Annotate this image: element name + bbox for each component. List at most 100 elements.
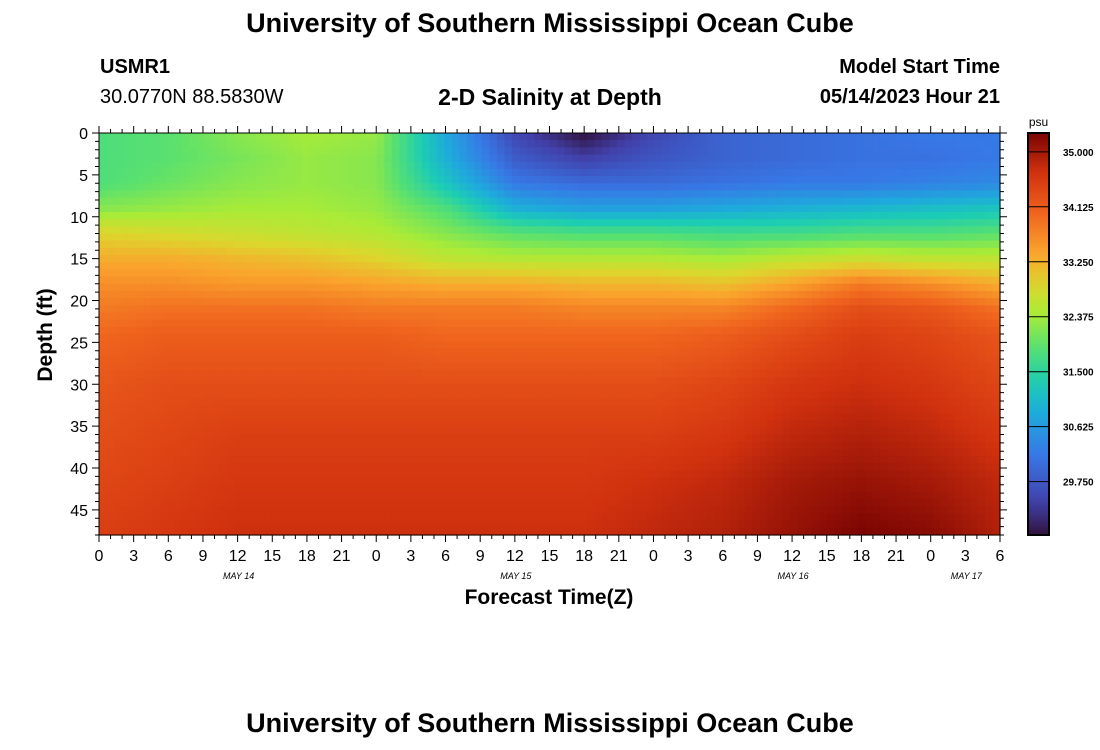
heatmap-cell	[286, 334, 295, 342]
heatmap-cell	[489, 233, 498, 242]
heatmap-cell	[684, 326, 693, 335]
heatmap-cell	[887, 283, 896, 292]
heatmap-cell	[677, 133, 686, 141]
heatmap-cell	[286, 377, 295, 385]
heatmap-cell	[669, 420, 678, 428]
heatmap-cell	[984, 219, 994, 227]
heatmap-cell	[857, 168, 866, 177]
heatmap-cell	[331, 298, 340, 306]
heatmap-cell	[549, 298, 558, 306]
heatmap-cell	[361, 398, 370, 407]
heatmap-cell	[234, 334, 243, 342]
heatmap-cell	[271, 247, 280, 256]
heatmap-cell	[924, 233, 934, 242]
heatmap-cell	[339, 290, 348, 299]
heatmap-cell	[204, 161, 213, 170]
heatmap-cell	[692, 233, 701, 242]
heatmap-cell	[812, 290, 821, 299]
heatmap-cell	[827, 197, 836, 206]
heatmap-cell	[954, 219, 964, 227]
heatmap-cell	[872, 369, 881, 378]
heatmap-cell	[496, 355, 506, 364]
heatmap-cell	[444, 204, 453, 213]
heatmap-cell	[444, 168, 453, 177]
heatmap-cell	[414, 183, 423, 192]
heatmap-cell	[947, 362, 956, 371]
heatmap-cell	[939, 262, 949, 270]
heatmap-cell	[309, 183, 318, 192]
heatmap-cell	[189, 384, 198, 393]
heatmap-cell	[692, 412, 701, 421]
heatmap-cell	[196, 233, 205, 242]
heatmap-cell	[729, 391, 738, 400]
heatmap-cell	[992, 305, 1001, 314]
heatmap-cell	[722, 233, 731, 242]
heatmap-cell	[609, 412, 618, 421]
heatmap-cell	[121, 262, 130, 270]
heatmap-cell	[767, 219, 776, 227]
heatmap-cell	[256, 247, 265, 256]
heatmap-cell	[827, 262, 836, 270]
heatmap-cell	[339, 140, 348, 148]
heatmap-cell	[219, 341, 228, 349]
heatmap-cell	[421, 405, 430, 414]
heatmap-cell	[992, 226, 1001, 235]
heatmap-cell	[669, 362, 678, 371]
heatmap-cell	[136, 204, 145, 213]
heatmap-cell	[301, 240, 310, 249]
heatmap-cell	[834, 168, 843, 177]
heatmap-cell	[917, 190, 926, 199]
heatmap-cell	[954, 262, 964, 270]
heatmap-cell	[376, 183, 385, 192]
heatmap-cell	[587, 305, 596, 314]
heatmap-cell	[414, 420, 423, 428]
heatmap-cell	[924, 211, 934, 220]
heatmap-cell	[106, 154, 115, 163]
heatmap-cell	[969, 420, 979, 428]
heatmap-cell	[744, 334, 753, 342]
heatmap-cell	[579, 290, 588, 299]
heatmap-cell	[136, 276, 145, 285]
heatmap-cell	[804, 398, 813, 407]
heatmap-cell	[992, 133, 1001, 141]
heatmap-cell	[204, 391, 213, 400]
heatmap-cell	[834, 412, 843, 421]
heatmap-cell	[114, 334, 123, 342]
heatmap-cell	[429, 283, 438, 292]
heatmap-cell	[654, 204, 663, 213]
heatmap-cell	[99, 420, 108, 428]
heatmap-cell	[226, 204, 235, 213]
heatmap-cell	[932, 262, 941, 270]
heatmap-cell	[519, 147, 528, 156]
heatmap-cell	[376, 326, 385, 335]
heatmap-cell	[309, 161, 318, 170]
heatmap-cell	[256, 348, 265, 357]
heatmap-cell	[744, 412, 753, 421]
heatmap-cell	[534, 362, 543, 371]
heatmap-cell	[639, 341, 648, 349]
heatmap-cell	[707, 133, 716, 141]
heatmap-cell	[969, 305, 979, 314]
heatmap-cell	[429, 147, 438, 156]
heatmap-cell	[714, 183, 723, 192]
heatmap-cell	[166, 168, 175, 177]
heatmap-cell	[444, 240, 453, 249]
heatmap-cell	[864, 140, 873, 148]
heatmap-cell	[654, 362, 663, 371]
heatmap-cell	[354, 154, 363, 163]
heatmap-cell	[864, 391, 873, 400]
heatmap-cell	[346, 427, 355, 436]
heatmap-cell	[519, 290, 528, 299]
heatmap-cell	[549, 362, 558, 371]
heatmap-cell	[662, 154, 671, 163]
heatmap-cell	[947, 348, 956, 357]
heatmap-cell	[279, 412, 288, 421]
heatmap-cell	[969, 233, 979, 242]
heatmap-cell	[204, 211, 213, 220]
heatmap-cell	[264, 255, 273, 263]
heatmap-cell	[324, 341, 333, 349]
heatmap-cell	[271, 233, 280, 242]
heatmap-cell	[271, 377, 280, 385]
heatmap-cell	[579, 348, 588, 357]
heatmap-cell	[406, 348, 415, 357]
